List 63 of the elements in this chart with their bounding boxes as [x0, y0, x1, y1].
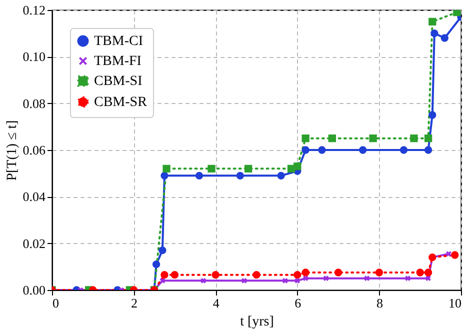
point — [318, 146, 326, 154]
point — [302, 146, 310, 154]
point — [244, 164, 252, 172]
point — [375, 268, 384, 276]
point — [328, 134, 336, 142]
y-tick-label: 0.02 — [22, 236, 46, 251]
point — [236, 172, 244, 180]
y-tick-label: 0.06 — [22, 142, 46, 158]
point — [302, 134, 310, 142]
point — [152, 260, 160, 268]
x-tick-label: 0 — [52, 296, 59, 310]
y-tick-label: 0.08 — [22, 96, 46, 111]
point — [404, 275, 411, 282]
point — [400, 146, 408, 154]
point — [410, 134, 418, 142]
point — [170, 271, 179, 279]
x-axis-title: t [yrs] — [240, 314, 274, 329]
point — [159, 278, 166, 284]
x-tick-label: 8 — [376, 296, 383, 310]
point — [359, 146, 367, 154]
point — [294, 271, 302, 279]
point — [424, 146, 432, 154]
legend-label: TBM-FI — [94, 54, 142, 69]
point — [334, 268, 342, 276]
legend-label: CBM-SR — [94, 95, 148, 110]
point — [440, 34, 448, 42]
point — [416, 268, 424, 276]
point — [430, 30, 438, 38]
point — [282, 278, 288, 284]
legend-label: TBM-CI — [94, 34, 144, 49]
point — [294, 162, 302, 170]
point — [200, 278, 206, 284]
point — [453, 10, 461, 16]
point — [424, 268, 432, 276]
point — [158, 246, 166, 254]
point — [195, 172, 204, 180]
point — [323, 275, 330, 282]
point — [428, 18, 436, 26]
y-axis-title: P[T(1) ≤ t] — [4, 120, 20, 181]
point — [162, 164, 170, 172]
y-tick-label: 0.04 — [22, 189, 46, 204]
x-tick-label: 4 — [212, 296, 220, 310]
y-tick-label: 0.00 — [22, 282, 46, 298]
point — [364, 275, 370, 282]
point — [212, 271, 220, 279]
point — [451, 251, 459, 259]
y-tick-label: 0.12 — [22, 2, 46, 18]
point — [160, 172, 168, 180]
point — [294, 278, 300, 284]
point — [277, 172, 285, 180]
point — [208, 164, 216, 172]
point — [369, 134, 377, 142]
point — [241, 278, 248, 284]
point — [424, 134, 432, 142]
point — [252, 271, 260, 279]
x-tick-label: 10 — [448, 296, 462, 310]
x-tick-label: 6 — [294, 296, 302, 310]
x-tick-label: 2 — [131, 296, 138, 310]
legend-label: CBM-SI — [94, 74, 143, 89]
point — [160, 271, 168, 279]
y-tick-label: 0.10 — [22, 49, 46, 64]
point — [428, 111, 436, 119]
point — [302, 268, 310, 276]
